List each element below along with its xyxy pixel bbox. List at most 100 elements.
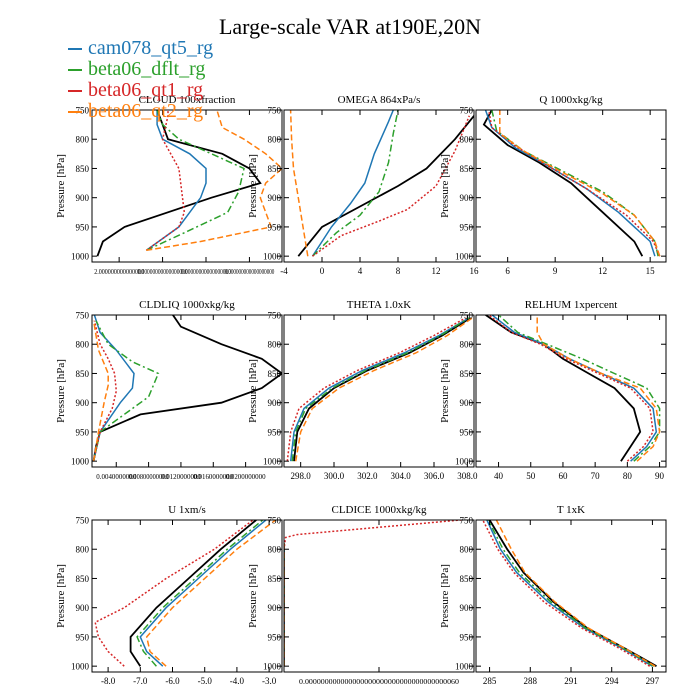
x-tick-label: 8 xyxy=(396,266,401,276)
y-tick-label: 1000 xyxy=(455,662,474,672)
plot-frame xyxy=(91,314,283,468)
series-line-red xyxy=(286,317,467,462)
legend-swatch xyxy=(68,48,82,51)
series-line-black xyxy=(488,520,657,667)
series-line-blue xyxy=(486,520,653,667)
y-axis-label: Pressure [hPa] xyxy=(55,564,67,628)
chart-panel: OMEGA 864xPa/s Pressure [hPa] 750 800 850 900… xyxy=(247,94,479,276)
x-tick-label: 0.0160000000 xyxy=(193,473,233,481)
x-tick-label: -4 xyxy=(280,266,288,276)
y-tick-label: 750 xyxy=(268,516,282,526)
x-tick-label: -4.0 xyxy=(230,676,245,686)
y-tick-label: 900 xyxy=(268,398,282,408)
x-tick-label: 0.0040000000 xyxy=(96,473,136,481)
panel-title: Q 1000xkg/kg xyxy=(539,94,603,106)
x-tick-label: -8.0 xyxy=(101,676,116,686)
y-tick-label: 800 xyxy=(76,135,90,145)
y-tick-label: 1000 xyxy=(71,252,90,262)
panel-title: RELHUM 1xpercent xyxy=(525,299,618,311)
y-tick-label: 850 xyxy=(268,164,282,174)
panel-title: T 1xK xyxy=(557,504,585,516)
series-line-red xyxy=(487,110,661,257)
panel-title: U 1xm/s xyxy=(168,504,206,516)
y-tick-label: 1000 xyxy=(263,662,282,672)
series-line-orange xyxy=(536,315,661,462)
series-line-red xyxy=(488,315,654,462)
y-tick-label: 800 xyxy=(460,135,474,145)
y-tick-label: 800 xyxy=(268,545,282,555)
series-group xyxy=(284,520,469,667)
x-tick-label: 70 xyxy=(591,471,601,481)
series-group xyxy=(94,520,277,667)
legend-swatch xyxy=(68,69,82,72)
series-line-black xyxy=(482,110,644,257)
y-tick-label: 750 xyxy=(460,516,474,526)
y-tick-label: 1000 xyxy=(263,457,282,467)
y-tick-label: 750 xyxy=(460,106,474,116)
x-tick-label: 285 xyxy=(483,676,497,686)
series-line-blue xyxy=(145,110,207,251)
x-tick-label: -3.0 xyxy=(262,676,277,686)
series-line-black xyxy=(96,110,262,257)
y-tick-label: 800 xyxy=(268,135,282,145)
series-line-black xyxy=(297,115,474,257)
plot-frame xyxy=(475,314,667,468)
y-tick-label: 900 xyxy=(76,193,90,203)
x-tick-label: 40 xyxy=(494,471,504,481)
plot-frame xyxy=(283,109,475,263)
y-axis-label: Pressure [hPa] xyxy=(439,154,451,218)
series-group xyxy=(482,110,661,257)
series-line-blue xyxy=(311,110,394,257)
series-group xyxy=(289,110,474,257)
chart-panel: THETA 1.0xK Pressure [hPa] 750 800 850 900 950… xyxy=(247,299,478,481)
series-line-black xyxy=(293,317,472,462)
x-tick-label: 50 xyxy=(526,471,536,481)
plot-frame xyxy=(91,519,283,673)
series-group xyxy=(286,317,473,462)
chart-panel: U 1xm/s Pressure [hPa] 750 800 850 900 950 1000… xyxy=(55,504,283,686)
y-tick-label: 950 xyxy=(460,222,474,232)
plot-frame xyxy=(475,519,667,673)
series-line-black xyxy=(485,315,642,462)
y-tick-label: 900 xyxy=(76,603,90,613)
x-tick-label: 298.0 xyxy=(291,471,312,481)
y-tick-label: 800 xyxy=(76,340,90,350)
x-tick-label: 0.00000000000000000 xyxy=(138,268,188,276)
series-line-orange xyxy=(92,320,109,462)
plot-frame xyxy=(283,314,475,468)
legend-item: beta06_qt1_rg xyxy=(68,80,213,101)
series-line-blue xyxy=(491,315,658,462)
series-line-orange xyxy=(495,520,656,667)
x-tick-label: 0.0120000000 xyxy=(161,473,201,481)
y-tick-label: 1000 xyxy=(263,252,282,262)
y-tick-label: 900 xyxy=(268,603,282,613)
series-line-green xyxy=(487,520,655,667)
y-axis-label: Pressure [hPa] xyxy=(247,359,259,423)
y-tick-label: 1000 xyxy=(71,662,90,672)
legend-swatch xyxy=(68,90,82,93)
series-line-green xyxy=(136,520,264,667)
series-line-blue xyxy=(139,520,267,667)
x-tick-label: 304.0 xyxy=(391,471,412,481)
series-group xyxy=(92,315,282,462)
y-tick-label: 750 xyxy=(268,106,282,116)
series-line-green xyxy=(291,317,470,462)
series-line-green xyxy=(92,320,160,462)
x-tick-label: 12 xyxy=(432,266,441,276)
series-group xyxy=(485,315,661,462)
legend: cam078_qt5_rg beta06_dflt_rg beta06_qt1_… xyxy=(68,38,213,122)
series-line-green xyxy=(497,315,661,462)
x-tick-label: 2.000000000000000 xyxy=(94,268,144,276)
y-tick-label: 850 xyxy=(460,164,474,174)
x-tick-label: 302.0 xyxy=(357,471,378,481)
series-line-blue xyxy=(92,315,135,462)
x-tick-label: 80 xyxy=(623,471,633,481)
x-tick-label: 306.0 xyxy=(424,471,445,481)
legend-item: beta06_dflt_rg xyxy=(68,59,213,80)
y-axis-label: Pressure [hPa] xyxy=(55,154,67,218)
y-tick-label: 950 xyxy=(268,427,282,437)
panel-title: THETA 1.0xK xyxy=(347,299,412,311)
chart-panel: Q 1000xkg/kg Pressure [hPa] 750 800 850 900 95… xyxy=(439,94,667,276)
y-tick-label: 750 xyxy=(460,311,474,321)
y-axis-label: Pressure [hPa] xyxy=(247,154,259,218)
